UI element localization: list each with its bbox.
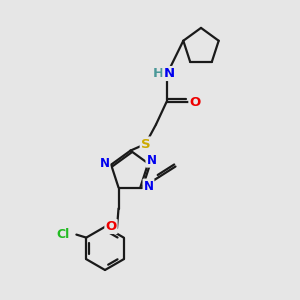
- Text: O: O: [105, 220, 117, 233]
- Text: H: H: [152, 67, 164, 80]
- Text: N: N: [146, 154, 156, 167]
- Text: S: S: [141, 137, 150, 151]
- Text: Cl: Cl: [57, 228, 70, 241]
- Text: O: O: [189, 95, 201, 109]
- Text: N: N: [163, 67, 175, 80]
- Text: N: N: [143, 179, 154, 193]
- Text: N: N: [100, 157, 110, 170]
